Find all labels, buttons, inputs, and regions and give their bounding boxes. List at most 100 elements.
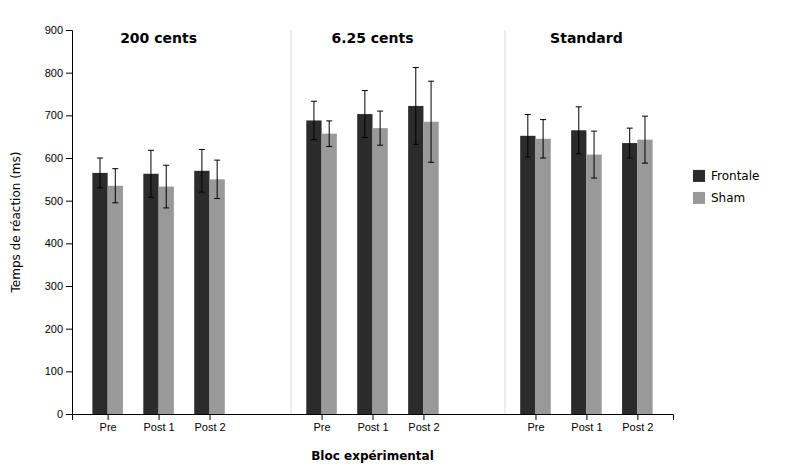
y-tick-mark — [66, 30, 72, 31]
error-bar — [148, 150, 154, 197]
y-tick-label: 500 — [45, 195, 63, 207]
bar — [622, 143, 637, 414]
bar — [408, 106, 423, 414]
y-tick: 200 — [45, 323, 72, 335]
bars — [92, 68, 652, 414]
y-tick-label: 700 — [45, 109, 63, 121]
x-tick: Post 1 — [571, 414, 602, 433]
x-tick: Post 2 — [408, 414, 439, 433]
bar — [520, 136, 535, 414]
x-tick-label: Post 1 — [143, 421, 174, 433]
y-tick-label: 900 — [45, 24, 63, 36]
y-tick-label: 400 — [45, 237, 63, 249]
error-bar — [540, 120, 546, 158]
x-tick-mark — [535, 414, 536, 420]
bar — [535, 139, 550, 414]
x-tick: Post 1 — [143, 414, 174, 433]
error-bar — [214, 160, 220, 198]
y-tick-mark — [66, 158, 72, 159]
x-tick: Pre — [314, 414, 331, 433]
y-tick-mark — [66, 73, 72, 74]
y-tick: 900 — [45, 24, 72, 36]
y-tick-label: 0 — [57, 408, 63, 420]
bar — [159, 187, 174, 414]
legend-item: Frontale — [693, 169, 759, 183]
y-tick-mark — [66, 201, 72, 202]
x-tick-mark — [373, 414, 374, 420]
y-tick-label: 300 — [45, 280, 63, 292]
x-tick-mark — [159, 414, 160, 420]
error-bar — [112, 169, 118, 203]
x-tick-mark — [108, 414, 109, 420]
y-tick: 800 — [45, 67, 72, 79]
error-bar — [525, 114, 531, 157]
legend-label: Sham — [711, 191, 745, 205]
bar — [423, 122, 438, 414]
x-tick-label: Post 1 — [357, 421, 388, 433]
y-tick-label: 100 — [45, 365, 63, 377]
x-tick-label: Post 1 — [571, 421, 602, 433]
y-tick-mark — [66, 329, 72, 330]
x-axis-title: Bloc expérimental — [311, 449, 434, 463]
error-bar — [362, 91, 368, 138]
y-axis-title: Temps de réaction (ms) — [9, 152, 23, 294]
bar — [571, 130, 586, 414]
plot: 0 100 200 300 400 500 600 700 800 900 Pre Post 1 Pos… — [45, 24, 674, 433]
x-tick-mark — [586, 414, 587, 420]
group-separator — [504, 30, 505, 414]
bar — [637, 140, 652, 414]
error-bar — [576, 107, 582, 154]
y-axis: 0 100 200 300 400 500 600 700 800 900 — [45, 24, 73, 420]
y-tick-mark — [66, 371, 72, 372]
bar — [108, 186, 123, 414]
y-tick: 0 — [57, 408, 72, 420]
x-tick: Pre — [527, 414, 544, 433]
error-bar — [97, 158, 103, 188]
y-tick: 300 — [45, 280, 72, 292]
x-axis: PrePost 1Post 2PrePost 1Post 2PrePost 1P… — [73, 414, 674, 433]
error-bar — [199, 149, 205, 192]
x-axis-line — [73, 415, 674, 421]
x-tick: Post 1 — [357, 414, 388, 433]
bar — [586, 155, 601, 414]
error-bar — [642, 116, 648, 163]
y-tick-mark — [66, 115, 72, 116]
x-tick: Pre — [100, 414, 117, 433]
bar — [322, 134, 337, 414]
error-bar — [326, 121, 332, 147]
y-tick: 500 — [45, 195, 72, 207]
legend-item: Sham — [693, 191, 745, 205]
group-separator — [291, 30, 292, 414]
y-tick-label: 800 — [45, 67, 63, 79]
x-tick-label: Post 2 — [194, 421, 225, 433]
x-tick-mark — [637, 414, 638, 420]
y-tick-mark — [66, 414, 72, 415]
bar — [194, 171, 209, 414]
y-tick-mark — [66, 243, 72, 244]
group-title: 6.25 cents — [331, 30, 413, 46]
legend-swatch — [693, 192, 705, 204]
error-bar — [428, 81, 434, 162]
y-tick: 600 — [45, 152, 72, 164]
error-bar — [627, 128, 633, 158]
error-bar — [377, 111, 383, 145]
y-tick: 400 — [45, 237, 72, 249]
y-tick-label: 200 — [45, 323, 63, 335]
x-tick-label: Pre — [527, 421, 544, 433]
x-tick: Post 2 — [194, 414, 225, 433]
y-tick: 100 — [45, 365, 72, 377]
group-title: 200 cents — [120, 30, 197, 46]
error-bar — [413, 68, 419, 145]
y-tick: 700 — [45, 109, 72, 121]
bar — [143, 174, 158, 414]
error-bar — [591, 131, 597, 178]
group-title: Standard — [550, 30, 623, 46]
x-tick-label: Post 2 — [408, 421, 439, 433]
legend-label: Frontale — [711, 169, 759, 183]
bar — [373, 128, 388, 414]
x-tick-mark — [423, 414, 424, 420]
error-bar — [311, 101, 317, 139]
legend-swatch — [693, 170, 705, 182]
bar — [92, 173, 107, 414]
series — [108, 81, 653, 414]
